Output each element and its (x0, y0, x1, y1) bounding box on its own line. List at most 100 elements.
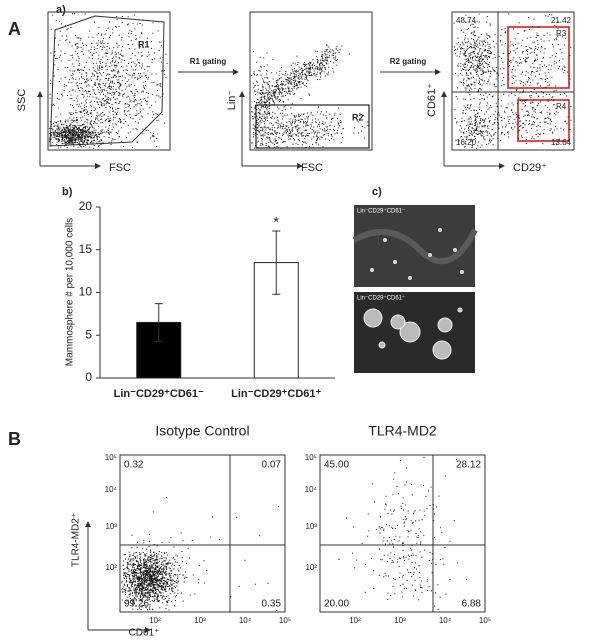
event-dot (62, 138, 63, 139)
event-dot (501, 133, 502, 134)
event-dot (334, 133, 335, 134)
event-dot (538, 133, 539, 134)
event-dot (134, 603, 135, 604)
event-dot (476, 46, 477, 47)
event-dot (116, 54, 117, 55)
event-dot (465, 35, 466, 36)
event-dot (130, 117, 131, 118)
event-dot (337, 59, 338, 60)
event-dot (269, 138, 270, 139)
event-dot (480, 84, 481, 85)
event-dot (96, 136, 97, 137)
event-dot (518, 115, 519, 116)
event-dot (138, 573, 139, 574)
event-dot (99, 92, 100, 93)
event-dot (84, 135, 85, 136)
event-dot (490, 71, 491, 72)
event-dot (484, 67, 485, 68)
event-dot (265, 88, 266, 89)
event-dot (266, 100, 267, 101)
event-dot (293, 94, 294, 95)
event-dot (462, 118, 463, 119)
event-dot (87, 144, 88, 145)
event-dot (502, 73, 503, 74)
event-dot (327, 45, 328, 46)
event-dot (108, 132, 109, 133)
event-dot (151, 105, 152, 106)
event-dot (455, 49, 456, 50)
event-dot (256, 81, 257, 82)
event-dot (58, 148, 59, 149)
event-dot (284, 128, 285, 129)
event-dot (525, 106, 526, 107)
event-dot (522, 72, 523, 73)
event-dot (169, 598, 170, 599)
event-dot (512, 103, 513, 104)
event-dot (299, 79, 300, 80)
event-dot (64, 132, 65, 133)
event-dot (278, 80, 279, 81)
event-dot (317, 51, 318, 52)
event-dot (64, 135, 65, 136)
event-dot (505, 43, 506, 44)
event-dot (74, 133, 75, 134)
event-dot (155, 102, 156, 103)
event-dot (264, 118, 265, 119)
plot-frame (48, 12, 170, 150)
event-dot (122, 80, 123, 81)
event-dot (121, 39, 122, 40)
event-dot (297, 71, 298, 72)
event-dot (83, 45, 84, 46)
panel-label: B (8, 429, 21, 449)
event-dot (130, 108, 131, 109)
event-dot (338, 108, 339, 109)
event-dot (490, 116, 491, 117)
event-dot (558, 21, 559, 22)
event-dot (86, 62, 87, 63)
event-dot (473, 69, 474, 70)
event-dot (275, 92, 276, 93)
event-dot (148, 589, 149, 590)
event-dot (169, 589, 170, 590)
event-dot (270, 133, 271, 134)
event-dot (464, 50, 465, 51)
event-dot (97, 45, 98, 46)
event-dot (136, 114, 137, 115)
event-dot (146, 597, 147, 598)
event-dot (133, 601, 134, 602)
event-dot (83, 143, 84, 144)
event-dot (74, 13, 75, 14)
event-dot (132, 602, 133, 603)
event-dot (146, 605, 147, 606)
event-dot (495, 132, 496, 133)
event-dot (519, 126, 520, 127)
event-dot (479, 43, 480, 44)
event-dot (91, 116, 92, 117)
event-dot (143, 597, 144, 598)
event-dot (110, 81, 111, 82)
event-dot (166, 596, 167, 597)
event-dot (538, 125, 539, 126)
event-dot (167, 582, 168, 583)
event-dot (269, 106, 270, 107)
event-dot (146, 580, 147, 581)
event-dot (508, 121, 509, 122)
event-dot (517, 62, 518, 63)
event-dot (90, 94, 91, 95)
event-dot (290, 122, 291, 123)
event-dot (287, 115, 288, 116)
event-dot (259, 132, 260, 133)
event-dot (146, 92, 147, 93)
event-dot (150, 555, 151, 556)
event-dot (462, 121, 463, 122)
event-dot (474, 131, 475, 132)
event-dot (289, 91, 290, 92)
event-dot (102, 40, 103, 41)
gating-label: R2 gating (390, 57, 427, 66)
event-dot (539, 67, 540, 68)
event-dot (479, 123, 480, 124)
event-dot (72, 139, 73, 140)
event-dot (467, 125, 468, 126)
event-dot (326, 56, 327, 57)
event-dot (135, 585, 136, 586)
